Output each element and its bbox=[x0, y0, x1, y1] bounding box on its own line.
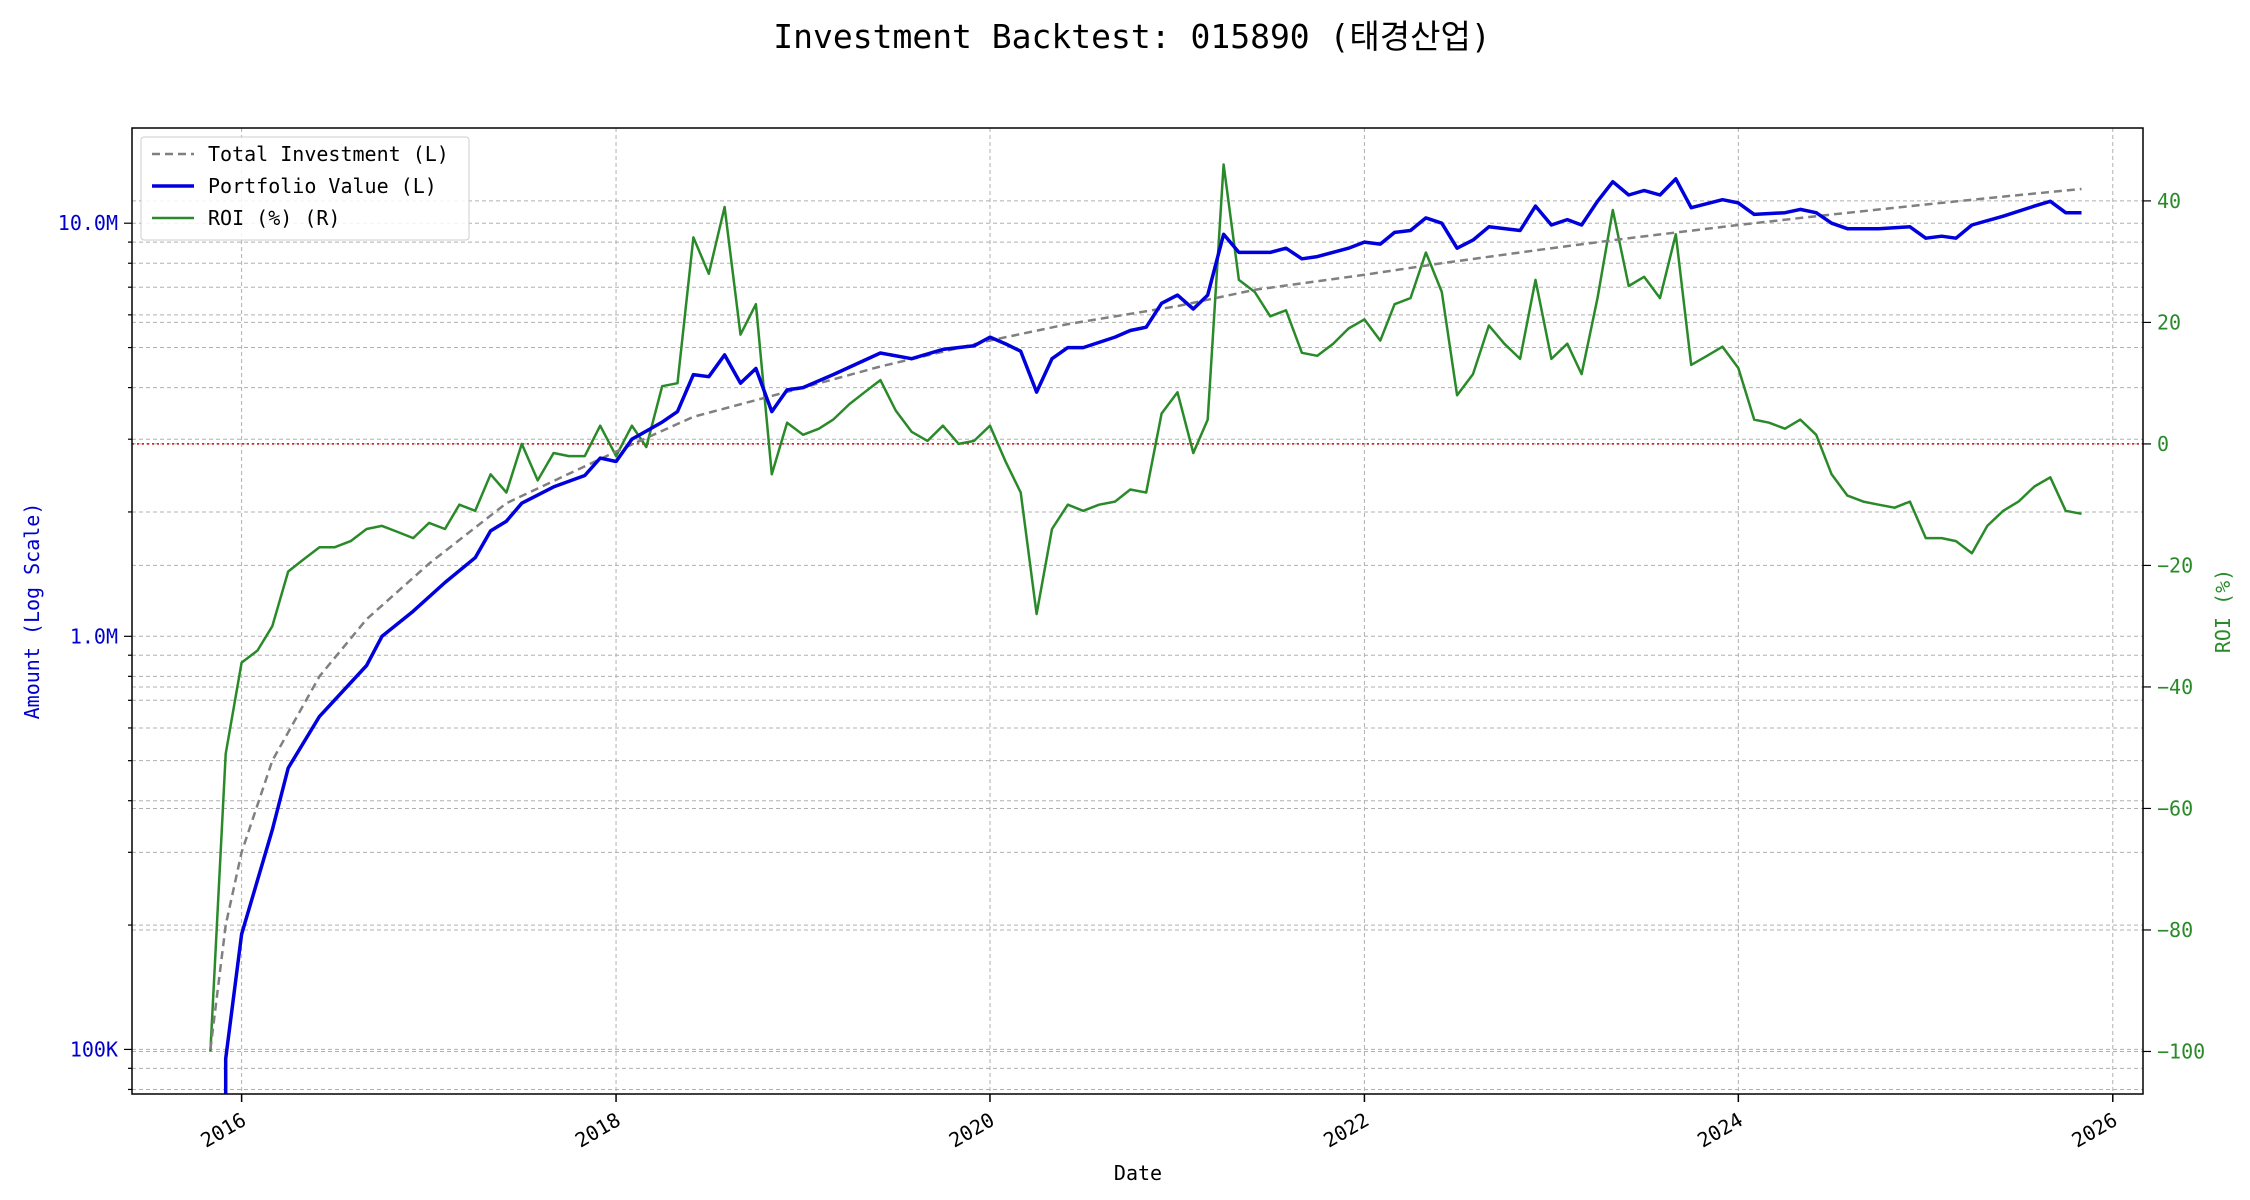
y-right-tick-label: 20 bbox=[2157, 310, 2181, 334]
legend-box bbox=[140, 136, 470, 241]
x-axis-label: Date bbox=[1114, 1161, 1162, 1185]
y-right-tick-label: 0 bbox=[2157, 432, 2169, 456]
y-left-tick-label: 10.0M bbox=[58, 211, 118, 235]
y-right-tick-label: −20 bbox=[2157, 553, 2193, 577]
chart-title: Investment Backtest: 015890 (태경산업) bbox=[773, 17, 1490, 56]
y-right-tick-label: −60 bbox=[2157, 796, 2193, 820]
legend-label-roi: ROI (%) (R) bbox=[208, 206, 340, 230]
y-right-tick-label: 40 bbox=[2157, 189, 2181, 213]
y-axis-right-label: ROI (%) bbox=[2211, 569, 2235, 653]
legend-label-portfolio-value: Portfolio Value (L) bbox=[208, 174, 437, 198]
series-line-roi bbox=[209, 163, 2082, 1052]
y-right-tick-label: −100 bbox=[2157, 1039, 2205, 1063]
y-left-tick-label: 1.0M bbox=[70, 624, 118, 648]
y-axis-left-label: Amount (Log Scale) bbox=[20, 503, 44, 720]
y-right-tick-label: −40 bbox=[2157, 675, 2193, 699]
legend: Total Investment (L) Portfolio Value (L)… bbox=[140, 136, 470, 241]
legend-label-total-investment: Total Investment (L) bbox=[208, 142, 449, 166]
y-right-tick-label: −80 bbox=[2157, 918, 2193, 942]
series-line-portfolio-value bbox=[223, 177, 2082, 1094]
plot-frame bbox=[131, 127, 2144, 1095]
y-left-tick-label: 100K bbox=[70, 1037, 118, 1061]
series-line-total-investment bbox=[209, 187, 2082, 1050]
